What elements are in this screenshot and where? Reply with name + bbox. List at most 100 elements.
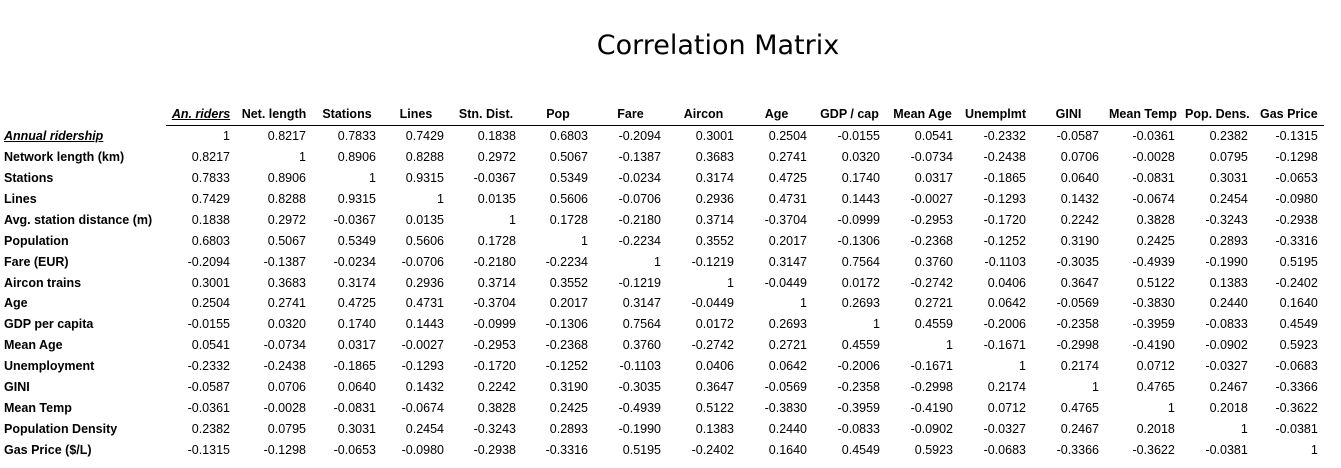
matrix-cell: -0.2234	[618, 233, 661, 248]
matrix-cell: -0.0833	[1205, 317, 1248, 332]
table-row: Annual ridership 1 0.8217 0.7833 0.7429 0.183…	[0, 125, 1324, 146]
matrix-cell: 1	[654, 254, 661, 269]
matrix-cell: 0.3828	[1136, 212, 1175, 227]
matrix-cell: 0.3190	[1060, 233, 1099, 248]
matrix-cell: -0.0327	[1205, 359, 1248, 374]
matrix-cell: 0.0135	[405, 212, 444, 227]
matrix-cell: -0.1387	[618, 150, 661, 165]
matrix-cell: -0.3243	[1205, 212, 1248, 227]
matrix-cell: 1	[873, 317, 880, 332]
matrix-cell: 0.2018	[1209, 400, 1248, 415]
matrix-cell: -0.3035	[1056, 254, 1099, 269]
matrix-cell: 0.9315	[405, 171, 444, 186]
matrix-cell: -0.1293	[401, 359, 444, 374]
matrix-cell: 0.5122	[695, 400, 734, 415]
matrix-cell: 0.1838	[477, 129, 516, 144]
matrix-cell: 0.3683	[267, 275, 306, 290]
matrix-cell: 0.3031	[337, 421, 376, 436]
row-label: Population Density	[4, 421, 118, 436]
matrix-cell: 0.4549	[1279, 317, 1318, 332]
table-row: Aircon trains 0.3001 0.3683 0.3174 0.2936 0.3…	[0, 272, 1324, 293]
matrix-cell: 0.6803	[191, 233, 230, 248]
matrix-cell: 0.7833	[191, 171, 230, 186]
table-row: Gas Price ($/L) -0.1315 -0.1298 -0.0653 -0.0…	[0, 439, 1324, 460]
table-row: Population Density 0.2382 0.0795 0.3031 0.24…	[0, 418, 1324, 439]
matrix-cell: 0.1443	[405, 317, 444, 332]
matrix-cell: 0.1383	[695, 421, 734, 436]
matrix-cell: -0.3704	[473, 296, 516, 311]
matrix-cell: -0.2953	[473, 338, 516, 353]
row-label: Annual ridership	[4, 129, 104, 144]
matrix-cell: -0.0361	[187, 400, 230, 415]
matrix-cell: -0.1720	[473, 359, 516, 374]
matrix-cell: 0.2467	[1060, 421, 1099, 436]
matrix-cell: -0.3622	[1132, 442, 1175, 457]
table-row: Stations 0.7833 0.8906 1 0.9315 -0.0367 0.5349…	[0, 168, 1324, 189]
matrix-cell: 0.2972	[477, 150, 516, 165]
matrix-cell: -0.0706	[618, 192, 661, 206]
matrix-cell: 0.2721	[914, 296, 953, 311]
matrix-cell: 0.1740	[841, 171, 880, 186]
matrix-cell: 1	[581, 233, 588, 248]
matrix-cell: -0.1865	[983, 171, 1026, 186]
column-header: Unemplmt	[959, 104, 1032, 126]
matrix-cell: 0.0795	[1209, 150, 1248, 165]
matrix-cell: 0.2741	[768, 150, 807, 165]
matrix-cell: -0.1865	[333, 359, 376, 374]
matrix-cell: 0.0406	[695, 359, 734, 374]
matrix-cell: -0.0449	[691, 296, 734, 311]
row-label: Mean Temp	[4, 400, 72, 415]
row-label: Unemployment	[4, 359, 95, 374]
matrix-cell: 0.5349	[549, 171, 588, 186]
matrix-cell: 1	[946, 338, 953, 353]
row-label: Lines	[4, 192, 37, 206]
matrix-cell: 0.1383	[1209, 275, 1248, 290]
matrix-cell: -0.2358	[1056, 317, 1099, 332]
matrix-cell: 0.2893	[549, 421, 588, 436]
matrix-cell: -0.1315	[187, 442, 230, 457]
matrix-cell: 0.3552	[695, 233, 734, 248]
matrix-cell: 0.8217	[191, 150, 230, 165]
matrix-cell: -0.0999	[837, 212, 880, 227]
matrix-cell: -0.2234	[545, 254, 588, 269]
matrix-cell: -0.0683	[1275, 359, 1318, 374]
matrix-cell: 0.0541	[914, 129, 953, 144]
matrix-cell: -0.0833	[837, 421, 880, 436]
matrix-cell: 0.5606	[405, 233, 444, 248]
matrix-cell: 0.3001	[695, 129, 734, 144]
table-row: Mean Temp -0.0361 -0.0028 -0.0831 -0.0674 0.3…	[0, 397, 1324, 418]
matrix-cell: -0.0027	[910, 192, 953, 206]
matrix-cell: 0.5067	[549, 150, 588, 165]
correlation-table: An. riders Net. length Stations Lines Stn. D…	[0, 104, 1324, 460]
matrix-cell: -0.2742	[691, 338, 734, 353]
matrix-cell: 0.0642	[768, 359, 807, 374]
matrix-cell: 0.1640	[768, 442, 807, 457]
matrix-cell: -0.0027	[401, 338, 444, 353]
row-label: Fare (EUR)	[4, 254, 69, 269]
matrix-cell: 1	[509, 212, 516, 227]
matrix-cell: -0.3035	[618, 380, 661, 395]
matrix-cell: -0.0734	[910, 150, 953, 165]
column-header: Age	[740, 104, 813, 126]
matrix-cell: 0.3552	[549, 275, 588, 290]
matrix-cell: 0.0642	[987, 296, 1026, 311]
matrix-cell: -0.2402	[691, 442, 734, 457]
matrix-cell: -0.1387	[263, 254, 306, 269]
matrix-cell: -0.1252	[983, 233, 1026, 248]
matrix-cell: 0.3714	[477, 275, 516, 290]
matrix-cell: 0.5349	[337, 233, 376, 248]
matrix-cell: 0.4559	[914, 317, 953, 332]
matrix-cell: 0.0317	[914, 171, 953, 186]
matrix-cell: -0.0587	[1056, 129, 1099, 144]
matrix-cell: -0.3622	[1275, 400, 1318, 415]
matrix-cell: 0.1740	[337, 317, 376, 332]
matrix-cell: -0.0367	[473, 171, 516, 186]
matrix-cell: 0.2504	[191, 296, 230, 311]
row-label: Stations	[4, 171, 54, 186]
matrix-cell: -0.3316	[545, 442, 588, 457]
column-header: Net. length	[236, 104, 312, 126]
matrix-cell: 0.0712	[987, 400, 1026, 415]
matrix-cell: 0.4725	[768, 171, 807, 186]
matrix-cell: 0.7429	[191, 192, 230, 206]
matrix-cell: 1	[223, 129, 230, 144]
